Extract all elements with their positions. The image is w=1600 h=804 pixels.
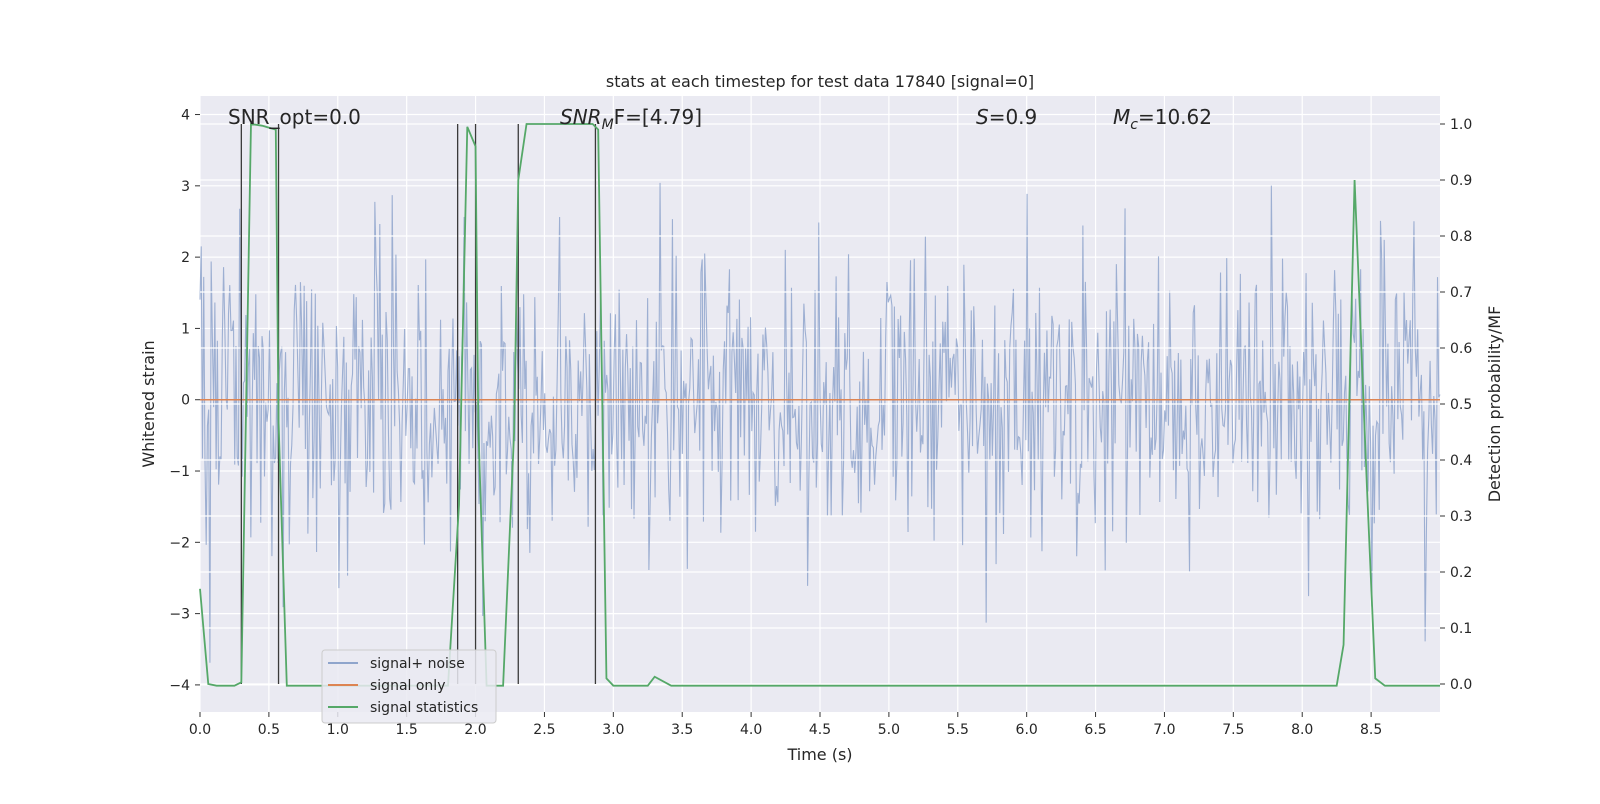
legend: signal+ noise signal only signal statist… [321, 649, 497, 724]
legend-label-signal-noise: signal+ noise [370, 656, 465, 672]
annotation-mc-sub: c [1130, 117, 1138, 133]
annotation-s: S=0.9 [976, 105, 1037, 129]
x-tick-label: 6.0 [1016, 722, 1038, 738]
y-tick-label-right: 0.0 [1450, 677, 1472, 693]
annotation-mc: Mc=10.62 [1113, 105, 1212, 133]
y-tick-label-right: 0.4 [1450, 453, 1472, 469]
x-tick-label: 0.5 [258, 722, 280, 738]
annotation-mc-var: M [1113, 105, 1130, 129]
annotation-snr-mf: SNRMF=[4.79] [560, 105, 702, 133]
y-tick-label-left: 0 [181, 393, 190, 409]
legend-label-signal-only: signal only [370, 678, 445, 694]
series-line-signal-noise [199, 182, 1441, 663]
y-tick-label-left: −3 [169, 607, 190, 623]
y-tick-label-right: 1.0 [1450, 117, 1472, 133]
x-axis-label: Time (s) [786, 745, 852, 764]
y-tick-label-left: 1 [181, 321, 190, 337]
y-tick-label-right: 0.7 [1450, 285, 1472, 301]
y-tick-label-left: −1 [169, 464, 190, 480]
y-tick-label-left: −2 [169, 535, 190, 551]
y-tick-label-right: 0.2 [1450, 565, 1472, 581]
annotations: SNR_opt=0.0 SNRMF=[4.79] S=0.9 Mc=10.62 [228, 105, 1212, 133]
x-tick-label: 7.5 [1222, 722, 1244, 738]
y-tick-label-right: 0.5 [1450, 397, 1472, 413]
x-tick-label: 8.5 [1360, 722, 1382, 738]
x-tick-label: 2.5 [533, 722, 555, 738]
y-tick-label-right: 0.8 [1450, 229, 1472, 245]
x-tick-label: 6.5 [1084, 722, 1106, 738]
x-tick-label: 5.5 [947, 722, 969, 738]
x-tick-label: 4.0 [740, 722, 762, 738]
annotation-s-var: S [976, 105, 989, 129]
x-tick-label: 2.0 [464, 722, 486, 738]
annotation-s-rest: =0.9 [989, 105, 1038, 129]
y-tick-label-right: 0.1 [1450, 621, 1472, 637]
annotation-snr-mf-sub: M [602, 117, 614, 133]
y-tick-label-right: 0.6 [1450, 341, 1472, 357]
x-tick-label: 0.0 [189, 722, 211, 738]
series-signal-noise [199, 182, 1441, 663]
x-tick-label: 8.0 [1291, 722, 1313, 738]
y-axis-label-left: Whitened strain [139, 340, 158, 467]
y-tick-label-right: 0.9 [1450, 173, 1472, 189]
chart-title: stats at each timestep for test data 178… [606, 72, 1034, 91]
x-tick-label: 5.0 [878, 722, 900, 738]
annotation-snr-mf-base: SNR [560, 105, 602, 129]
y-tick-label-left: −4 [169, 678, 190, 694]
y-tick-label-left: 3 [181, 179, 190, 195]
x-tick-label: 7.0 [1153, 722, 1175, 738]
legend-box [321, 649, 497, 724]
annotation-mc-rest: =10.62 [1138, 105, 1212, 129]
y-axis-label-right: Detection probability/MF [1485, 306, 1504, 503]
tick-marks [195, 114, 1445, 717]
series-signal-statistics [199, 122, 1440, 687]
annotation-snr-opt: SNR_opt=0.0 [228, 105, 361, 129]
series-line-signal-statistics [199, 122, 1440, 687]
x-tick-label: 3.0 [602, 722, 624, 738]
x-tick-label: 4.5 [809, 722, 831, 738]
x-tick-label: 3.5 [671, 722, 693, 738]
y-tick-label-left: 2 [181, 250, 190, 266]
x-tick-label: 1.5 [396, 722, 418, 738]
y-tick-label-left: 4 [181, 108, 190, 124]
annotation-snr-mf-rest: F=[4.79] [614, 105, 702, 129]
legend-label-signal-statistics: signal statistics [370, 700, 478, 716]
y-tick-label-right: 0.3 [1450, 509, 1472, 525]
x-tick-label: 1.0 [327, 722, 349, 738]
